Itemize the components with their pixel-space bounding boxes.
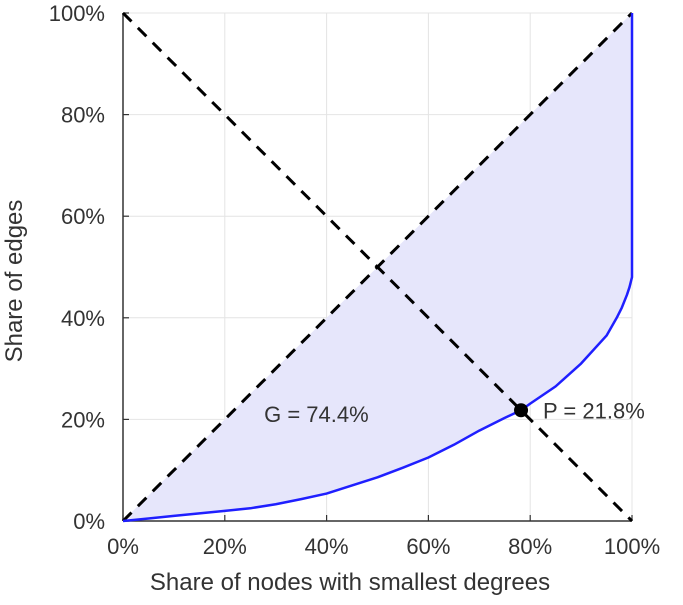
p-annotation: P = 21.8% — [543, 398, 645, 423]
gini-annotation: G = 74.4% — [264, 402, 369, 427]
y-tick-label: 20% — [61, 407, 105, 432]
y-tick-label: 60% — [61, 204, 105, 229]
x-tick-label: 40% — [305, 534, 349, 559]
series-layer — [122, 13, 634, 523]
x-axis-title: Share of nodes with smallest degrees — [150, 569, 550, 596]
p-marker — [514, 403, 529, 418]
x-tick-label: 60% — [406, 534, 450, 559]
y-tick-label: 40% — [61, 306, 105, 331]
y-tick-label: 100% — [49, 1, 105, 26]
anti-diagonal — [121, 11, 634, 523]
x-tick-label: 20% — [203, 534, 247, 559]
x-tick-label: 100% — [604, 534, 660, 559]
y-tick-label: 80% — [61, 103, 105, 128]
reference-lines — [121, 11, 634, 523]
y-tick-label: 0% — [73, 509, 105, 534]
lorenz-curve — [122, 13, 634, 523]
annotations: G = 74.4% P = 21.8% — [264, 398, 645, 427]
y-axis-title: Share of edges — [1, 200, 28, 363]
x-tick-label: 0% — [107, 534, 139, 559]
tick-labels: 0% 20% 40% 60% 80% 100% 0% 20% 40% 60% 80% 100% — [49, 1, 660, 559]
x-tick-label: 80% — [508, 534, 552, 559]
